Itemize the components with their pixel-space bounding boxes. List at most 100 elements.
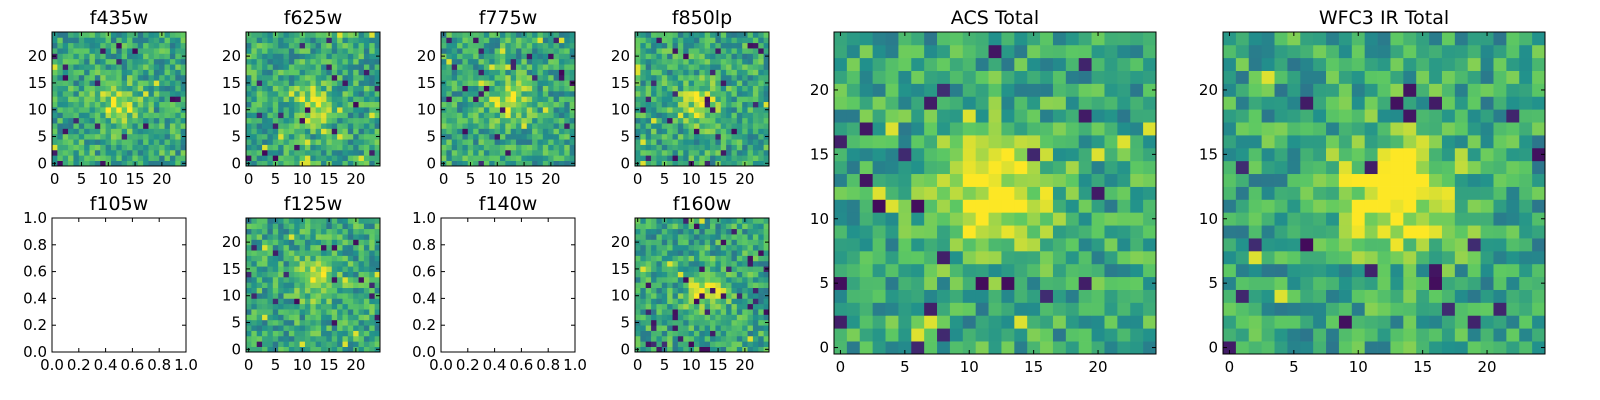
heatmap-cell	[911, 147, 925, 162]
heatmap-cell	[1130, 57, 1144, 71]
heatmap-cell	[62, 112, 69, 119]
heatmap-cell	[1403, 263, 1417, 278]
heatmap-cell	[742, 74, 748, 81]
heatmap-cell	[763, 48, 770, 54]
heatmap-cell	[1416, 263, 1430, 278]
heatmap-cell	[747, 250, 754, 256]
heatmap-cell	[1143, 276, 1157, 290]
heatmap-cell	[526, 96, 533, 103]
heatmap-cell	[1223, 238, 1237, 252]
heatmap-cell	[1117, 199, 1131, 213]
heatmap-cell	[558, 85, 565, 92]
heatmap-cell	[272, 42, 279, 49]
heatmap-cell	[467, 112, 474, 119]
heatmap-cell	[651, 32, 657, 38]
heatmap-cell	[446, 37, 453, 44]
heatmap-cell	[331, 74, 338, 81]
heatmap-cell	[548, 80, 554, 86]
heatmap-cell	[1091, 147, 1105, 162]
heatmap-cell	[262, 298, 268, 305]
heatmap-cell	[1429, 263, 1443, 278]
heatmap-cell	[262, 239, 268, 246]
heatmap-cell	[446, 128, 453, 135]
heatmap-cell	[699, 266, 706, 272]
heatmap-cell	[736, 160, 743, 167]
heatmap-cell	[736, 96, 743, 103]
heatmap-cell	[699, 48, 706, 54]
heatmap-cell	[752, 144, 759, 151]
heatmap-cell	[1326, 315, 1340, 329]
heatmap-cell	[635, 90, 641, 97]
heatmap-cell	[1390, 341, 1404, 355]
heatmap-cell	[521, 90, 528, 97]
heatmap-cell	[693, 244, 700, 251]
heatmap-cell	[704, 325, 711, 331]
heatmap-cell	[116, 139, 123, 145]
heatmap-cell	[1001, 147, 1015, 162]
heatmap-cell	[704, 139, 711, 145]
heatmap-cell	[1078, 70, 1092, 84]
heatmap-cell	[353, 96, 359, 103]
heatmap-cell	[331, 155, 338, 161]
heatmap-cell	[885, 199, 899, 213]
heatmap-cell	[937, 276, 951, 290]
heatmap-cell	[294, 255, 300, 262]
heatmap-cell	[358, 117, 365, 124]
heatmap-cell	[542, 107, 549, 113]
heatmap-cell	[726, 32, 732, 38]
heatmap-cell	[489, 144, 495, 151]
heatmap-cell	[1130, 147, 1144, 162]
heatmap-cell	[1493, 238, 1507, 252]
heatmap-cell	[256, 298, 263, 305]
heatmap-cell	[548, 117, 554, 124]
heatmap-cell	[358, 53, 365, 60]
heatmap-cell	[137, 64, 144, 70]
heatmap-cell	[704, 314, 711, 321]
heatmap-cell	[299, 314, 306, 321]
heatmap-cell	[267, 155, 274, 161]
heatmap-cell	[651, 293, 657, 299]
heatmap-cell	[304, 282, 311, 289]
heatmap-cell	[661, 64, 668, 70]
heatmap-cell	[294, 85, 300, 92]
heatmap-cell	[1065, 238, 1080, 252]
heatmap-cell	[310, 69, 317, 76]
heatmap-cell	[256, 309, 263, 315]
heatmap-cell	[342, 112, 349, 119]
heatmap-cell	[164, 42, 171, 49]
heatmap-cell	[446, 90, 453, 97]
heatmap-cell	[1065, 32, 1080, 46]
heatmap-cell	[949, 44, 964, 59]
heatmap-cell	[672, 144, 679, 151]
heatmap-cell	[153, 58, 160, 65]
heatmap-cell	[672, 64, 679, 70]
heatmap-cell	[467, 48, 474, 54]
heatmap-cell	[1326, 263, 1340, 278]
heatmap-cell	[1480, 289, 1494, 303]
heatmap-cell	[272, 266, 279, 272]
heatmap-cell	[635, 303, 641, 310]
heatmap-cell	[1223, 263, 1237, 278]
heatmap-cell	[78, 155, 85, 161]
heatmap-cell	[683, 255, 689, 262]
heatmap-cell	[294, 123, 300, 129]
heatmap-cell	[872, 328, 886, 342]
heatmap-cell	[310, 149, 317, 156]
heatmap-cell	[937, 147, 951, 162]
heatmap-cell	[1429, 302, 1443, 316]
heatmap-cell	[645, 303, 652, 310]
heatmap-cell	[747, 160, 754, 167]
panel-title: f160w	[673, 193, 732, 215]
heatmap-cell	[553, 37, 560, 44]
heatmap-cell	[1364, 302, 1378, 316]
heatmap-cell	[326, 271, 333, 278]
heatmap-cell	[726, 160, 732, 167]
heatmap-cell	[661, 101, 668, 108]
heatmap-cell	[363, 271, 370, 278]
heatmap-cell	[347, 101, 354, 108]
heatmap-cell	[89, 123, 96, 129]
heatmap-cell	[1532, 225, 1546, 239]
heatmap-cell	[489, 32, 495, 38]
heatmap-cell	[699, 282, 706, 289]
